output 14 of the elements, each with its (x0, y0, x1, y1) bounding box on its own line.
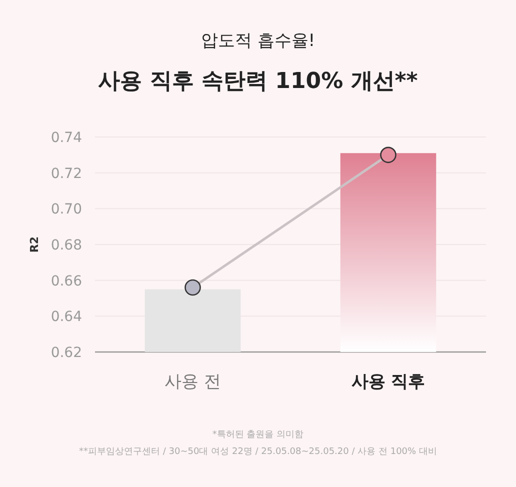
x-tick-label: 사용 전 (164, 372, 221, 392)
y-axis-title: R2 (28, 236, 41, 253)
y-tick-label: 0.62 (50, 345, 82, 361)
chart-subtitle: 사용 직후 속탄력 110% 개선** (98, 69, 418, 94)
text: **피부임상연구센터 / 30~50대 여성 22명 / 25.05.08~25.05.20 / 사용 전 100% 대비 (79, 447, 437, 457)
y-tick-label: 0.74 (50, 130, 82, 146)
text: *특허된 출원을 의미함 (212, 430, 304, 440)
y-tick-label: 0.70 (50, 202, 82, 218)
chart-title: 압도적 흡수율! (200, 31, 316, 51)
y-tick-label: 0.68 (50, 238, 82, 254)
y-tick-label: 0.66 (50, 273, 82, 290)
y-tick-label: 0.64 (50, 309, 82, 326)
y-tick-label: 0.72 (50, 166, 82, 182)
x-tick-label: 사용 직후 (351, 372, 426, 392)
